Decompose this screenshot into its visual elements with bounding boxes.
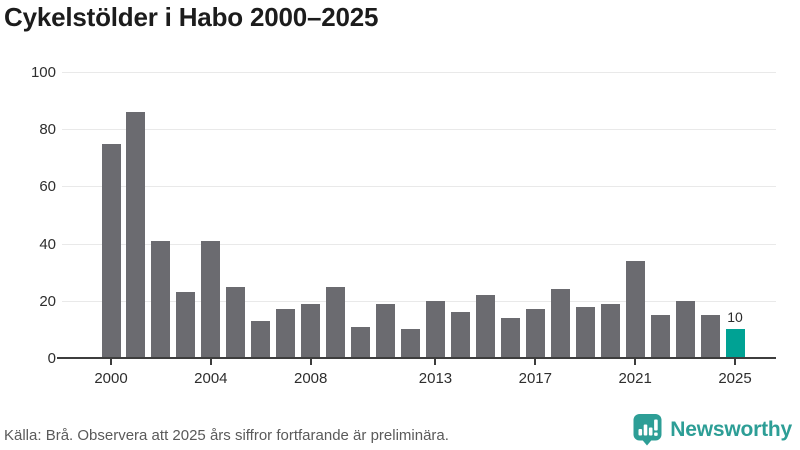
gridline-100 [62,72,776,73]
bar-2004 [201,240,221,358]
y-axis-label-0: 0 [47,350,56,367]
x-axis-label-2013: 2013 [418,370,453,387]
y-axis-label-20: 20 [39,292,56,310]
x-axis-label-2004: 2004 [194,370,228,387]
bar-2018 [550,289,570,358]
y-axis-label-40: 40 [39,235,56,253]
x-axis-tick-2004 [209,359,212,365]
bar-2005 [226,286,246,358]
bar-2008 [301,303,321,358]
x-axis-tick-2000 [110,359,112,365]
bar-2006 [251,320,271,358]
bar-2002 [151,240,171,358]
chart-title: Cykelstölder i Habo 2000–2025 [4,2,379,32]
bar-2022 [650,315,670,358]
newsworthy-logo-text: Newsworthy [670,417,792,441]
bar-2017 [525,309,545,358]
bar-2000 [101,143,121,358]
bar-2014 [450,312,470,358]
y-axis-label-100: 100 [30,64,56,81]
source-note: Källa: Brå. Observera att 2025 års siffr… [4,427,449,444]
x-axis-line [57,357,776,359]
bar-2003 [176,292,196,358]
bar-2011 [376,303,396,358]
bar-chart: 0 20 40 60 80 100 10 2000 2004 2008 2013 2017 2021 20… [30,64,776,387]
bar-2024 [700,315,720,358]
gridline-60 [62,186,776,188]
y-axis-label-60: 60 [39,178,56,196]
gridline-40 [62,243,776,245]
newsworthy-logo-icon [633,414,662,446]
bar-2019 [575,306,595,358]
bar-2001 [126,112,146,358]
bar-2009 [326,286,346,358]
newsworthy-logo: Newsworthy [632,413,792,446]
x-axis-tick-2008 [309,359,312,365]
bar-2021 [625,260,645,358]
gridline-80 [62,129,776,131]
x-axis-tick-2025 [734,359,736,365]
bar-2020 [600,303,620,358]
x-axis-tick-2017 [534,359,537,365]
x-axis-label-2025: 2025 [718,370,752,387]
bar-2023 [675,300,695,358]
y-axis-label-80: 80 [39,121,56,139]
bar-2007 [276,309,296,358]
bar-2015 [475,295,495,358]
x-axis-label-2008: 2008 [293,370,328,387]
x-axis-tick-2021 [634,359,637,365]
bar-2012 [401,329,421,358]
gridline-20 [62,300,776,302]
bar-2016 [500,317,520,358]
bar-2010 [351,326,371,358]
x-axis-label-2000: 2000 [94,370,128,387]
bar-value-label-2025: 10 [727,309,743,326]
bar-2013 [425,300,445,358]
bar-2025 [725,329,745,358]
x-axis-label-2021: 2021 [618,370,652,387]
x-axis-label-2017: 2017 [518,370,552,387]
x-axis-tick-2013 [434,359,437,365]
